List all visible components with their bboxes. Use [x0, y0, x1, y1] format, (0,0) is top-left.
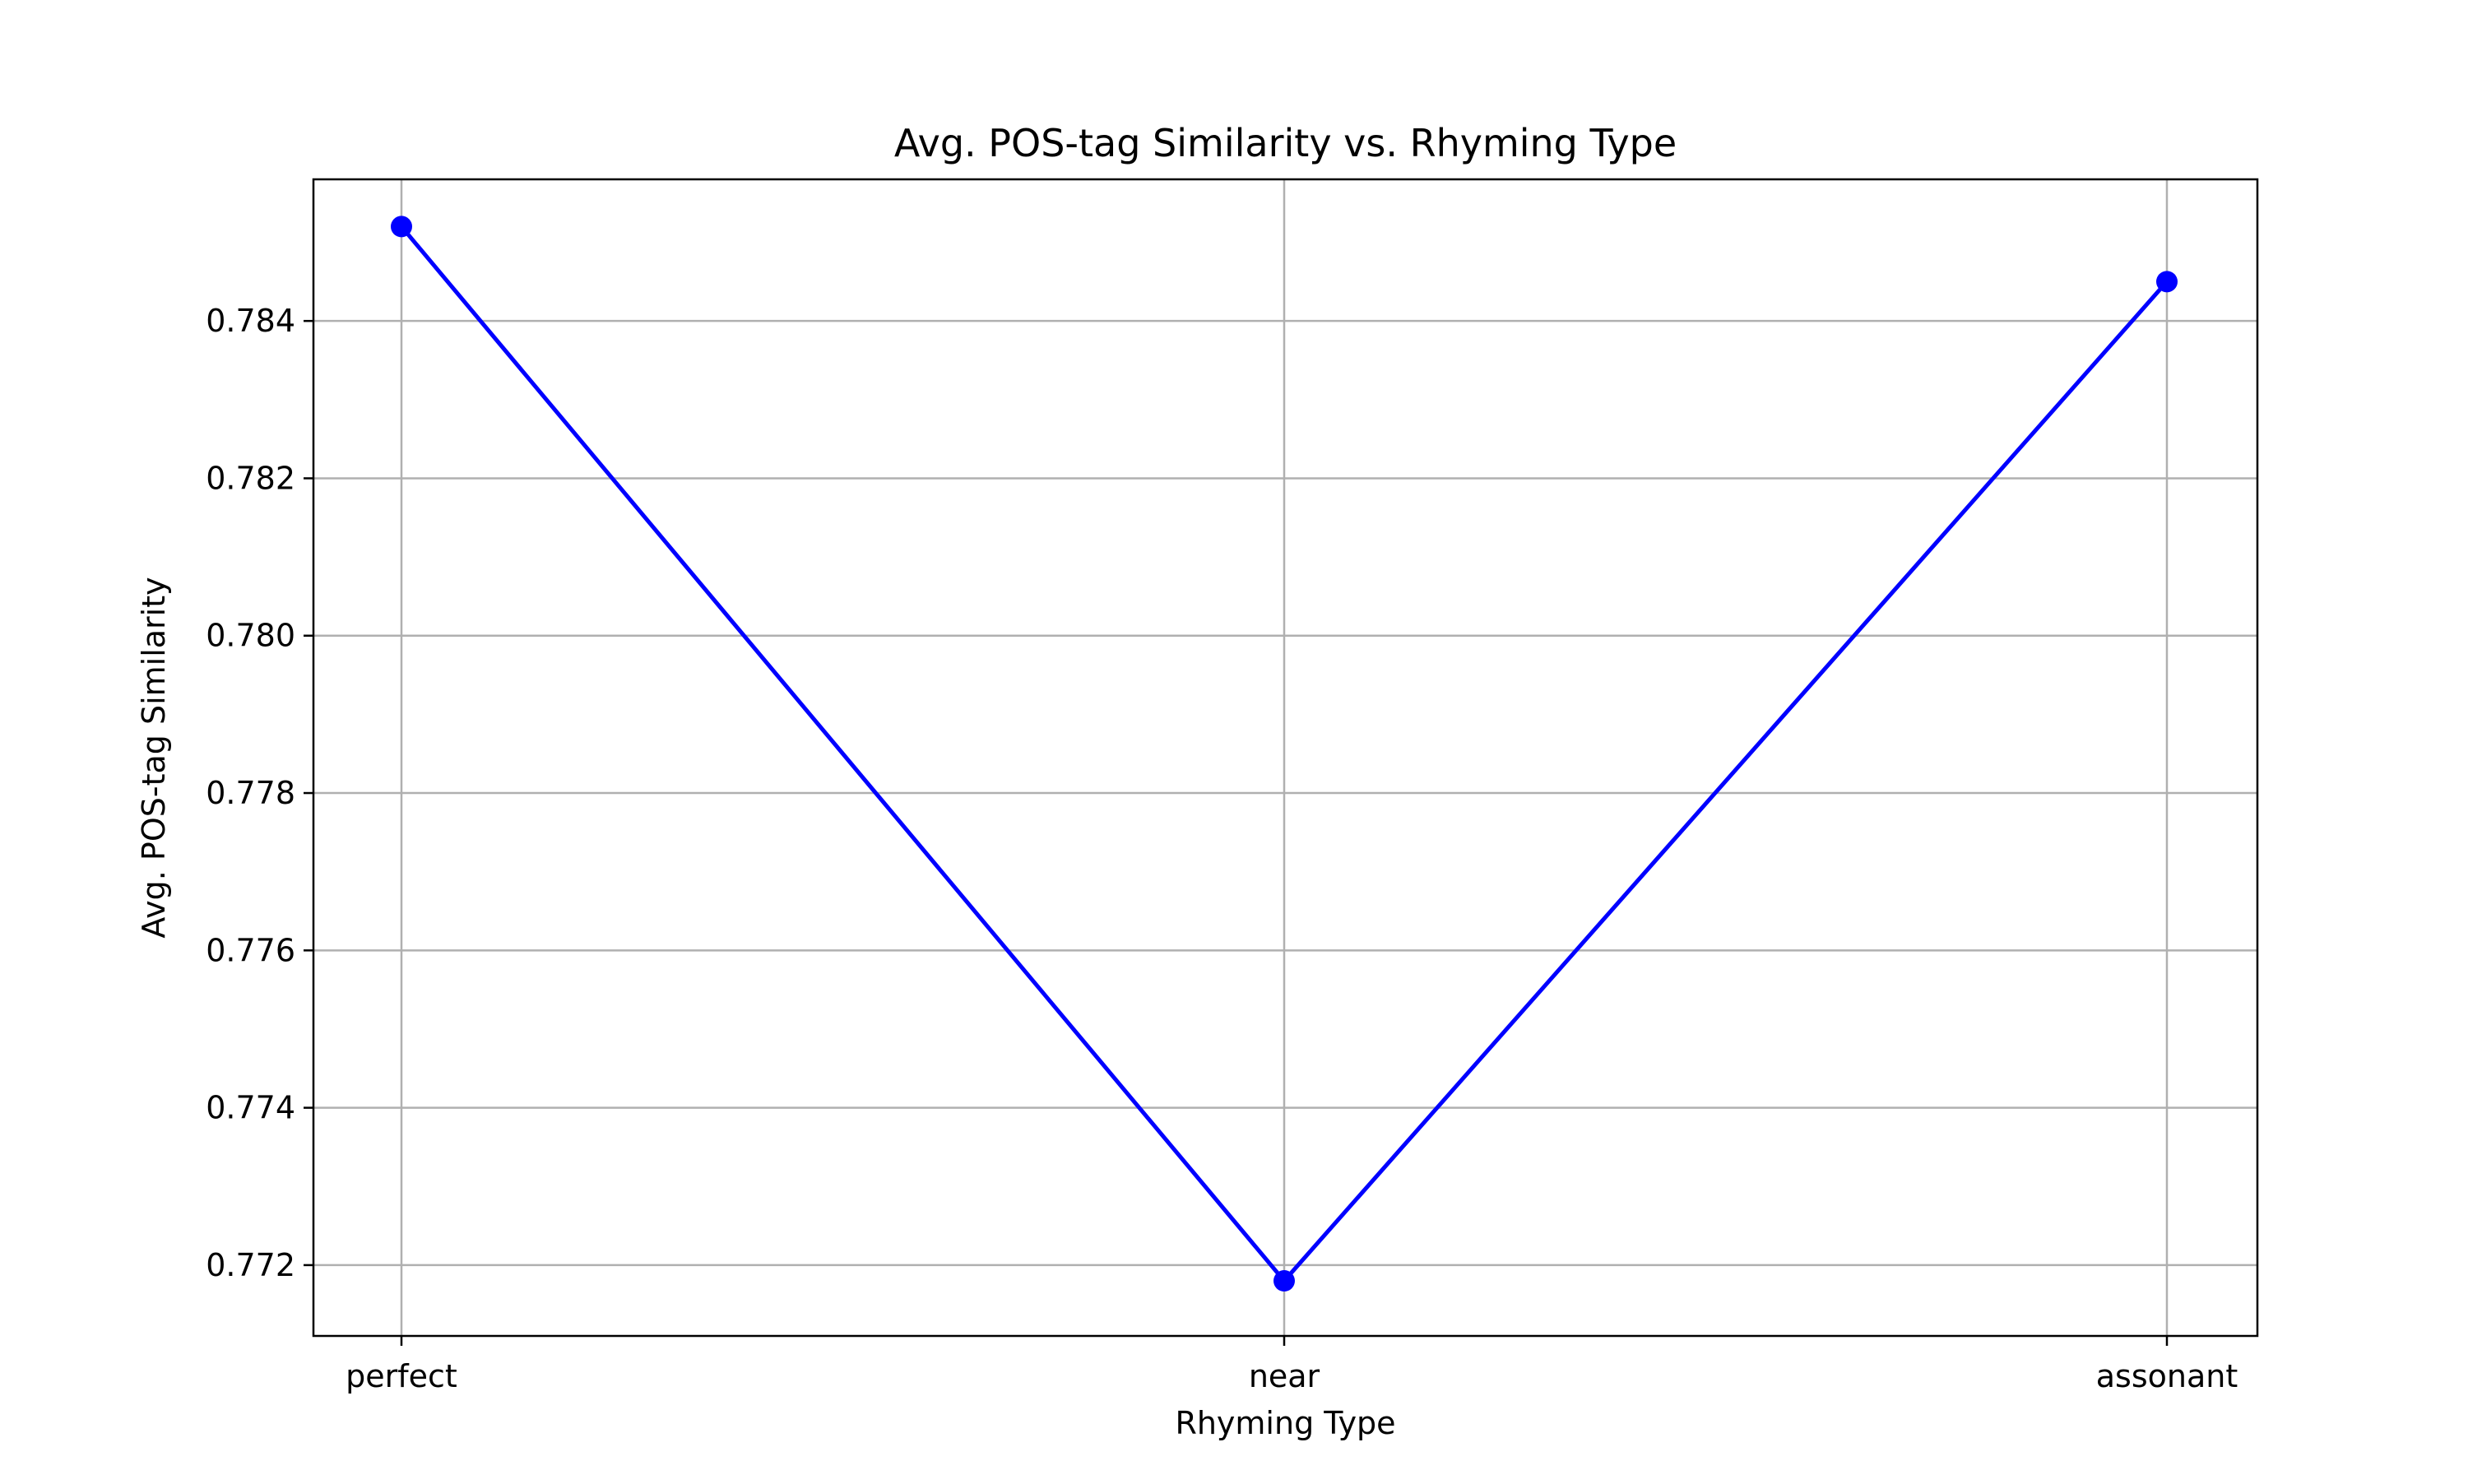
y-tick-label: 0.784 — [206, 303, 295, 339]
y-tick-label: 0.780 — [206, 618, 295, 654]
y-tick-label: 0.774 — [206, 1090, 295, 1126]
series-layer — [391, 216, 2178, 1292]
data-point — [1273, 1270, 1295, 1292]
grid-layer — [313, 179, 2257, 1336]
data-point — [391, 216, 412, 238]
y-tick-label: 0.776 — [206, 932, 295, 968]
x-tick-label: near — [1249, 1358, 1320, 1394]
y-axis-label: Avg. POS-tag Similarity — [136, 577, 172, 938]
x-tick-label: perfect — [346, 1358, 457, 1394]
x-axis-label: Rhyming Type — [1175, 1405, 1395, 1441]
plot-frame — [312, 178, 2259, 1338]
data-point — [2156, 271, 2178, 293]
tick-layer: 0.772 0.774 0.776 0.778 0.780 0.782 0.784 perfe… — [206, 303, 2238, 1394]
y-tick-label: 0.772 — [206, 1247, 295, 1283]
x-tick-label: assonant — [2096, 1358, 2238, 1394]
y-tick-label: 0.782 — [206, 460, 295, 496]
y-tick-label: 0.778 — [206, 775, 295, 811]
chart-title: Avg. POS-tag Similarity vs. Rhyming Type — [894, 121, 1677, 165]
